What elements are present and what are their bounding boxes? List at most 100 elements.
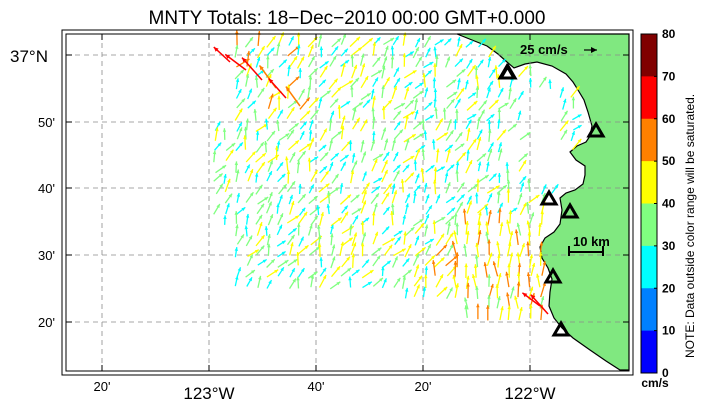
arrow-icon (402, 214, 406, 219)
arrow-icon (421, 145, 425, 149)
arrow-icon (319, 46, 324, 51)
arrow-icon (451, 196, 456, 201)
arrow-icon (479, 129, 483, 134)
arrow-icon (487, 120, 492, 124)
arrow-icon (310, 184, 314, 189)
arrow-icon (358, 47, 362, 51)
arrow-icon (488, 129, 492, 133)
arrow-icon (336, 266, 341, 271)
arrow-icon (235, 224, 239, 229)
arrow-icon (415, 253, 419, 258)
arrow-icon (254, 249, 259, 254)
arrow-icon (487, 56, 492, 61)
arrow-icon (360, 221, 365, 225)
arrow-icon (459, 202, 463, 206)
current-vector (241, 57, 263, 81)
arrow-icon (351, 253, 355, 258)
arrow-icon (516, 281, 521, 286)
arrow-icon (251, 151, 256, 156)
arrow-icon (492, 173, 497, 178)
arrow-icon (281, 173, 286, 178)
arrow-icon (366, 182, 370, 187)
arrow-icon (322, 79, 326, 84)
arrow-icon (491, 68, 496, 73)
arrow-icon (337, 87, 342, 91)
arrow-icon (419, 91, 424, 95)
arrow-icon (283, 184, 287, 188)
arrow-icon (363, 119, 368, 124)
arrow-icon (591, 47, 597, 53)
arrow-icon (521, 243, 525, 248)
arrow-icon (320, 212, 324, 216)
arrow-icon (329, 139, 333, 144)
arrow-icon (314, 170, 318, 175)
arrow-icon (303, 121, 307, 126)
arrow-icon (477, 221, 482, 226)
arrow-icon (290, 242, 294, 247)
arrow-icon (396, 77, 400, 82)
arrow-icon (337, 131, 342, 135)
arrow-icon (460, 87, 465, 92)
arrow-icon (372, 95, 376, 100)
arrow-icon (269, 214, 273, 219)
arrow-icon (292, 278, 296, 283)
arrow-icon (432, 77, 437, 82)
colorbar-unit: cm/s (641, 376, 669, 390)
arrow-icon (524, 66, 528, 70)
arrow-icon (352, 153, 356, 157)
arrow-icon (487, 274, 491, 278)
arrow-icon (356, 36, 360, 41)
arrow-icon (436, 148, 440, 153)
arrow-icon (349, 224, 353, 229)
arrow-icon (513, 207, 518, 212)
arrow-icon (314, 156, 319, 161)
arrow-icon (415, 264, 419, 269)
arrow-icon (251, 270, 255, 274)
arrow-icon (402, 276, 406, 280)
arrow-icon (530, 212, 535, 217)
arrow-icon (270, 259, 275, 264)
arrow-icon (429, 115, 434, 119)
arrow-icon (245, 118, 250, 123)
arrow-icon (476, 178, 480, 183)
arrow-icon (418, 56, 422, 61)
arrow-icon (451, 207, 455, 212)
arrow-icon (261, 162, 265, 166)
lon-label-40: 40' (308, 379, 325, 394)
arrow-icon (423, 130, 428, 134)
arrow-icon (465, 221, 469, 225)
arrow-icon (323, 128, 327, 133)
arrow-icon (526, 220, 530, 225)
arrow-icon (260, 245, 265, 250)
arrow-icon (473, 264, 478, 268)
arrow-icon (486, 305, 490, 309)
arrow-icon (337, 38, 341, 43)
colorbar-swatch (641, 203, 657, 247)
arrow-icon (239, 127, 243, 132)
arrow-icon (268, 78, 274, 84)
arrow-icon (431, 260, 436, 264)
colorbar-swatch (641, 245, 657, 289)
arrow-icon (412, 70, 417, 74)
arrow-icon (406, 193, 410, 198)
arrow-icon (478, 230, 482, 235)
arrow-icon (464, 297, 468, 302)
arrow-icon (303, 211, 308, 216)
site-triangle-icon (539, 189, 559, 206)
arrow-icon (335, 187, 340, 192)
arrow-icon (379, 154, 383, 158)
arrow-icon (397, 110, 401, 115)
arrow-icon (514, 295, 518, 300)
arrow-icon (488, 210, 492, 214)
arrow-icon (484, 175, 489, 179)
arrow-icon (443, 244, 447, 249)
arrow-icon (501, 59, 506, 63)
colorbar-tick-label: 60 (662, 112, 676, 126)
arrow-icon (439, 118, 443, 123)
arrow-icon (295, 76, 300, 81)
arrow-icon (386, 260, 391, 265)
arrow-icon (249, 37, 253, 42)
arrow-icon (275, 145, 279, 150)
arrow-icon (268, 280, 272, 285)
